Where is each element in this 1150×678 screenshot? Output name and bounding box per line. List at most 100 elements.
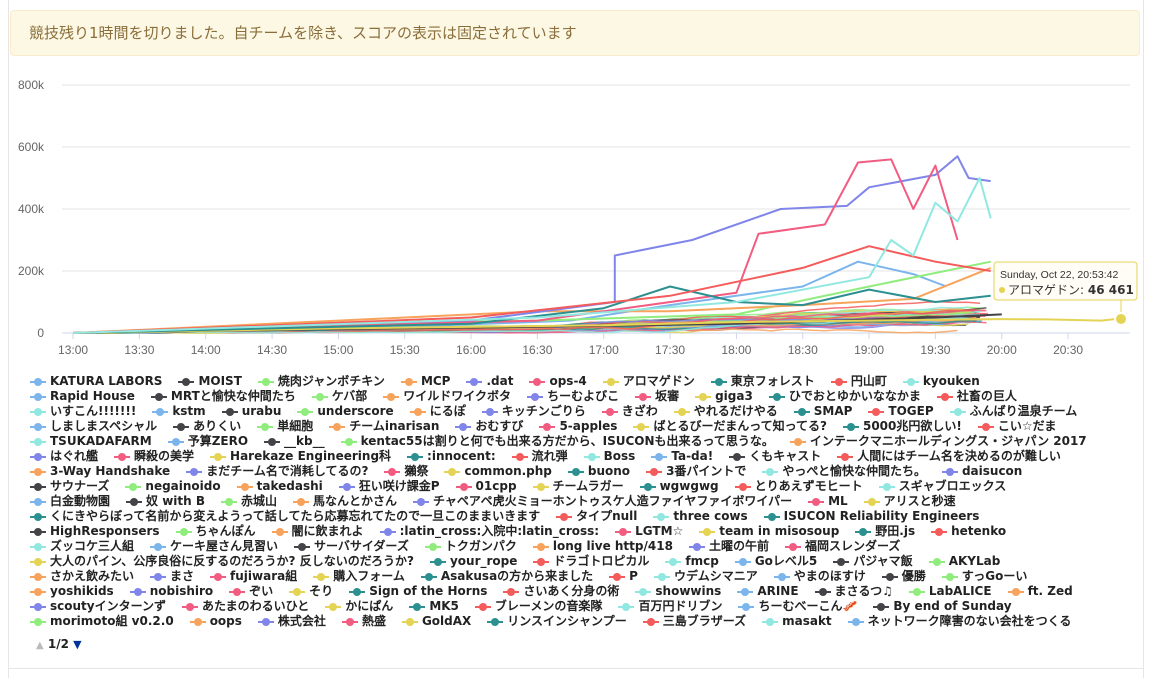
legend-item[interactable]: Harekaze Engineering科 <box>210 449 391 464</box>
legend-item[interactable]: kyouken <box>902 374 980 389</box>
legend-item[interactable]: くもキャスト <box>729 449 821 464</box>
legend-item[interactable]: 人間にはチーム名を決めるのが難しい <box>837 449 1061 464</box>
legend-item[interactable]: Goレベル5 <box>734 554 817 569</box>
legend-item[interactable]: 円山町 <box>830 374 887 389</box>
legend-item[interactable]: 3-Way Handshake <box>30 464 170 479</box>
legend-item[interactable]: チームinarisan <box>329 419 439 434</box>
legend-item[interactable]: さかえ飲みたい <box>30 569 134 584</box>
legend-item[interactable]: fmcp <box>665 554 719 569</box>
legend-item[interactable]: ばとるびーだまんって知ってる? <box>633 419 827 434</box>
legend-item[interactable]: AKYLab <box>928 554 1000 569</box>
legend-item[interactable]: ちゃんぽん <box>175 524 256 539</box>
legend-item[interactable]: ARINE <box>737 584 799 599</box>
legend-item[interactable]: まさるつ♫ <box>814 584 893 599</box>
legend-item[interactable]: ちーむべーこん🥓 <box>738 599 857 614</box>
legend-item[interactable]: nobishiro <box>129 584 213 599</box>
legend-item[interactable]: 馬なんとかさん <box>293 494 397 509</box>
legend-item[interactable]: takedashi <box>236 479 323 494</box>
legend-item[interactable]: 闇に飲まれよ <box>271 524 364 539</box>
legend-item[interactable]: fujiwara組 <box>210 569 297 584</box>
legend-item[interactable]: By end of Sunday <box>873 599 1012 614</box>
legend-item[interactable]: common.php <box>444 464 552 479</box>
triangle-down-icon[interactable]: ▼ <box>73 638 82 651</box>
legend-item[interactable]: ズッコケ三人組 <box>30 539 134 554</box>
legend-item[interactable]: LGTM☆ <box>615 524 683 539</box>
legend-item[interactable]: 優勝 <box>881 569 926 584</box>
legend-item[interactable]: masakt <box>762 614 832 629</box>
legend-item[interactable]: ドラゴトロピカル <box>533 554 649 569</box>
legend-item[interactable]: ネットワーク障害のない会社をつくる <box>847 614 1071 629</box>
legend-item[interactable]: ウデムシマニア <box>653 569 758 584</box>
legend-item[interactable]: buono <box>567 464 630 479</box>
legend-item[interactable]: kstm <box>152 404 206 419</box>
legend-item[interactable]: 獺祭 <box>384 464 428 479</box>
legend-item[interactable]: wgwgwg <box>639 479 719 494</box>
legend-item[interactable]: 単細胞 <box>257 419 313 434</box>
legend-item[interactable]: 福岡スレンダーズ <box>784 539 900 554</box>
legend-item[interactable]: 流れ弾 <box>511 449 568 464</box>
legend-item[interactable]: まだチーム名で消耗してるの? <box>186 464 368 479</box>
legend-item[interactable]: やれるだけやる <box>673 404 778 419</box>
legend-item[interactable]: long live http/418 <box>532 539 673 554</box>
legend-item[interactable]: リンスインシャンプー <box>487 614 627 629</box>
legend-item[interactable]: アロマゲドン <box>602 374 695 389</box>
legend-item[interactable]: ops-4 <box>529 374 587 389</box>
legend-item[interactable]: サーバサイダーズ <box>294 539 409 554</box>
legend-item[interactable]: 白金動物園 <box>30 494 110 509</box>
legend-item[interactable]: 購入フォーム <box>313 569 405 584</box>
legend-item[interactable]: ブレーメンの音楽隊 <box>474 599 602 614</box>
legend-item[interactable]: インテークマニホールディングス・ジャパン 2017 <box>789 434 1087 449</box>
legend-item[interactable]: .dat <box>466 374 513 389</box>
legend-item[interactable]: やまのほすけ <box>773 569 866 584</box>
legend-item[interactable]: きざわ <box>601 404 658 419</box>
legend-item[interactable]: 赤城山 <box>221 494 277 509</box>
legend-item[interactable]: キッチンごりら <box>481 404 586 419</box>
legend-item[interactable]: タイプnull <box>556 509 637 524</box>
legend-item[interactable]: とりあえずモヒート <box>734 479 863 494</box>
legend-item[interactable]: チームラガー <box>532 479 624 494</box>
legend-item[interactable]: 5000兆円欲しい! <box>842 419 962 434</box>
legend-item[interactable]: P <box>609 569 638 584</box>
legend-item[interactable]: TSUKADAFARM <box>30 434 152 449</box>
legend-item[interactable]: LabALICE <box>908 584 992 599</box>
legend-item[interactable]: MRTと愉快な仲間たち <box>150 389 296 404</box>
legend-item[interactable]: 奴 with B <box>126 494 205 509</box>
legend-item[interactable]: あたまのわるいひと <box>182 599 309 614</box>
legend-item[interactable]: three cows <box>653 509 748 524</box>
legend-item[interactable]: 百万円ドリブン <box>618 599 722 614</box>
legend-item[interactable]: そり <box>289 584 333 599</box>
legend-item[interactable]: さいあく分身の術 <box>503 584 619 599</box>
legend-item[interactable]: :latin_cross:入院中:latin_cross: <box>379 524 599 539</box>
legend-item[interactable]: giga3 <box>695 389 753 404</box>
legend-item[interactable]: ちーむよびこ <box>527 389 619 404</box>
legend-item[interactable]: scoutyインターンず <box>30 599 166 614</box>
legend-item[interactable]: しましまスペシャル <box>30 419 157 434</box>
legend-item[interactable]: こい☆だま <box>977 419 1056 434</box>
legend-item[interactable]: MK5 <box>409 599 459 614</box>
legend-item[interactable]: くにきやらぼって名前から変えようって話してたら応募忘れてたので一旦このままいきま… <box>30 509 540 524</box>
legend-item[interactable]: GoldAX <box>401 614 471 629</box>
legend-item[interactable]: 熱盛 <box>341 614 386 629</box>
legend-item[interactable]: やっぺと愉快な仲間たち。 <box>762 464 926 479</box>
legend-item[interactable]: morimoto組 v0.2.0 <box>30 614 174 629</box>
legend-item[interactable]: 大人のパイン、公序良俗に反するのだろうか? 反しないのだろうか? <box>30 554 414 569</box>
legend-item[interactable]: :innocent: <box>407 449 496 464</box>
legend-item[interactable]: 3番パイントで <box>646 464 746 479</box>
legend-item[interactable]: showwins <box>635 584 721 599</box>
legend-item[interactable]: トクガンパク <box>424 539 517 554</box>
legend-item[interactable]: にるぽ <box>409 404 466 419</box>
legend-item[interactable]: ISUCON Reliability Engineers <box>763 509 979 524</box>
legend-item[interactable]: スギャブロエックス <box>878 479 1006 494</box>
legend-item[interactable]: 瞬殺の美学 <box>114 449 194 464</box>
legend-item[interactable]: 株式会社 <box>257 614 326 629</box>
legend-item[interactable]: your_rope <box>429 554 517 569</box>
legend-item[interactable]: 焼肉ジャンボチキン <box>257 374 385 389</box>
legend-item[interactable]: ケーキ屋さん見習い <box>150 539 278 554</box>
legend-item[interactable]: underscore <box>297 404 394 419</box>
series-line-MCP[interactable] <box>73 266 992 334</box>
legend-item[interactable]: かにぱん <box>325 599 393 614</box>
legend-item[interactable]: urabu <box>221 404 281 419</box>
legend-item[interactable]: アリスと秒速 <box>863 494 956 509</box>
legend-item[interactable]: HighResponsers <box>30 524 160 539</box>
series-line-kyouken[interactable] <box>73 177 992 334</box>
